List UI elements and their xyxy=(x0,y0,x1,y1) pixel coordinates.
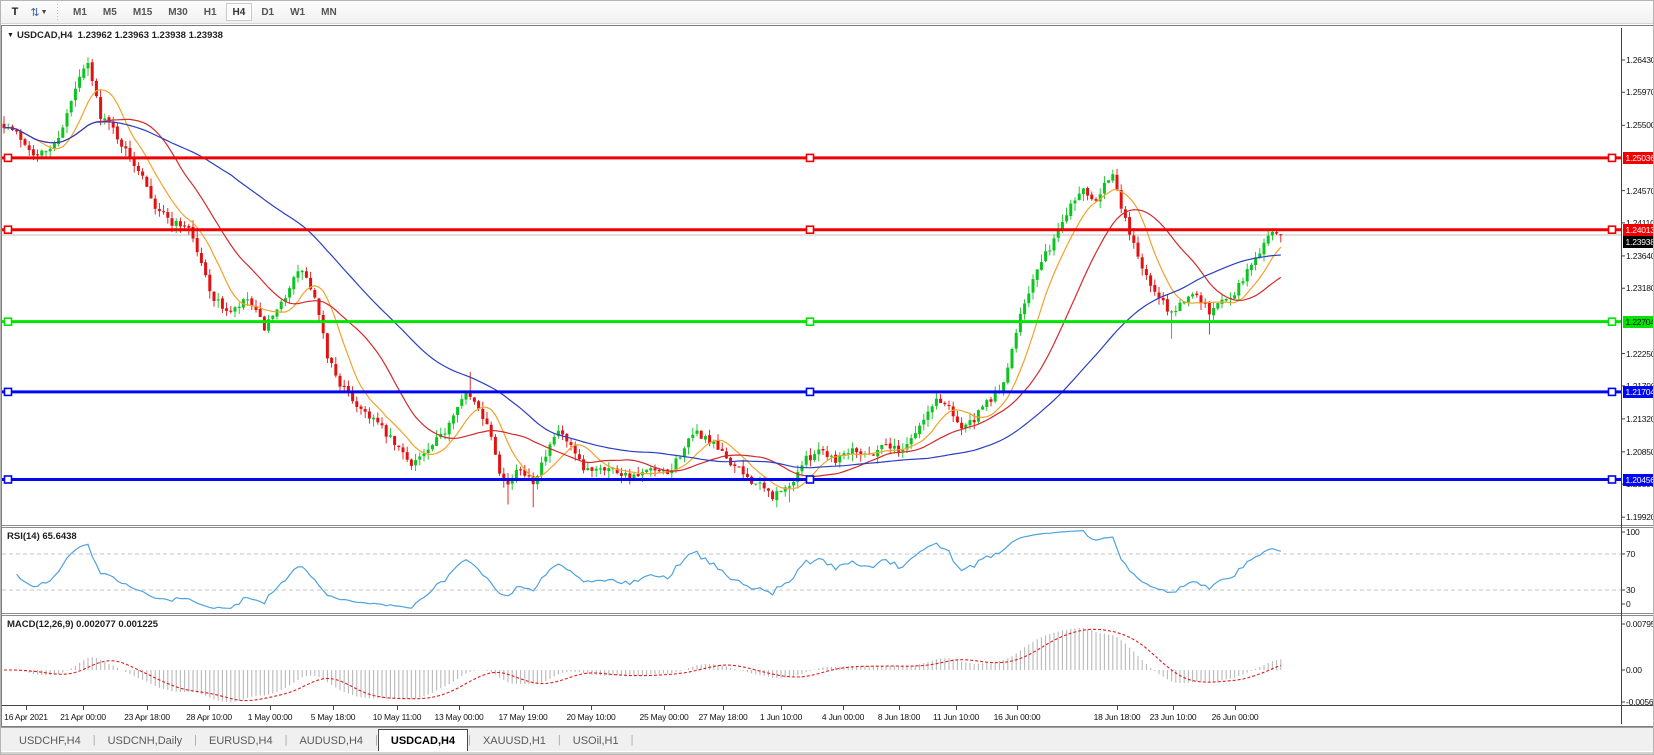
price-tick-label: 1.19920 xyxy=(1626,512,1654,523)
time-tick-label: 16 Apr 2021 xyxy=(4,712,48,722)
timeframe-button-m30[interactable]: M30 xyxy=(168,6,188,18)
time-tick-label: 8 Jun 18:00 xyxy=(877,712,921,722)
price-tick-label: 1.23180 xyxy=(1626,283,1654,294)
time-tick-label: 11 Jun 10:00 xyxy=(932,712,980,722)
time-tick-label: 28 Apr 10:00 xyxy=(186,712,232,722)
rsi-axis-label: 0 xyxy=(1626,599,1631,609)
symbol-dropdown-icon[interactable]: ▼ xyxy=(7,32,14,39)
timeframe-button-m5[interactable]: M5 xyxy=(102,6,117,18)
chart-tab-usdchf[interactable]: USDCHF,H4 xyxy=(19,735,81,747)
chart-quotes: 1.23962 1.23963 1.23938 1.23938 xyxy=(77,30,223,41)
chart-tab-bar: USDCHF,H4 | USDCNH,Daily | EURUSD,H4 | AUDUSD,… xyxy=(1,727,1653,752)
chart-tab-usoil[interactable]: USOil,H1 xyxy=(572,735,619,747)
rsi-indicator-label: RSI(14) 65.6438 xyxy=(7,531,77,542)
time-tick-label: 10 May 11:00 xyxy=(372,712,422,722)
macd-axis-label: 0.00 xyxy=(1626,665,1642,675)
timeframe-button-group: M1 M5 M15 M30 H1 H4 D1 W1 MN xyxy=(65,3,345,21)
macd-axis-label: 0.007959 xyxy=(1626,619,1653,629)
time-tick-label: 16 Jun 00:00 xyxy=(993,712,1041,722)
timeframe-button-m1[interactable]: M1 xyxy=(73,6,87,18)
macd-indicator-label: MACD(12,26,9) 0.002077 0.001225 xyxy=(7,619,159,630)
chart-tab-audusd[interactable]: AUDUSD,H4 xyxy=(299,735,364,747)
time-tick-label: 26 Jun 00:00 xyxy=(1211,712,1259,722)
level-price-badge: 1.25036 xyxy=(1622,151,1653,164)
time-tick-label: 23 Apr 18:00 xyxy=(124,712,170,722)
top-toolbar: T ⇅ ▼ M1 M5 M15 M30 H1 H4 D1 W1 MN xyxy=(1,1,1653,24)
timeframe-button-m15[interactable]: M15 xyxy=(132,6,153,18)
timeframe-button-w1[interactable]: W1 xyxy=(290,6,306,18)
time-tick-label: 4 Jun 00:00 xyxy=(821,712,865,722)
chart-tab-xauusd[interactable]: XAUUSD,H1 xyxy=(482,735,546,747)
price-tick-label: 1.20850 xyxy=(1626,446,1654,457)
chart-tab-usdcnh[interactable]: USDCNH,Daily xyxy=(107,735,183,747)
macd-axis-label: -0.005663 xyxy=(1626,697,1654,707)
timeframe-button-d1[interactable]: D1 xyxy=(261,6,275,18)
time-tick-label: 17 May 19:00 xyxy=(498,712,548,722)
time-tick-label: 21 Apr 00:00 xyxy=(60,712,106,722)
timeframe-button-h4[interactable]: H4 xyxy=(225,3,253,21)
price-tick-label: 1.22250 xyxy=(1626,348,1654,359)
time-tick-label: 25 May 00:00 xyxy=(639,712,689,722)
price-tick-label: 1.24570 xyxy=(1626,185,1654,196)
arrows-icon: ⇅ xyxy=(30,6,39,19)
rsi-axis-label: 70 xyxy=(1626,549,1636,559)
time-tick-label: 18 Jun 18:00 xyxy=(1093,712,1141,722)
chart-window[interactable]: ▼ USDCAD,H4 1.23962 1.23963 1.23938 1.239… xyxy=(1,25,1654,728)
timeframe-button-h1[interactable]: H1 xyxy=(203,6,217,18)
tab-separator: | xyxy=(557,733,561,746)
level-price-badge: 1.24013 xyxy=(1622,223,1653,236)
time-tick-label: 27 May 18:00 xyxy=(698,712,748,722)
timeframe-button-mn[interactable]: MN xyxy=(321,6,337,18)
tab-separator: | xyxy=(630,733,634,746)
price-tick-label: 1.24110 xyxy=(1626,218,1653,228)
arrows-tool-button[interactable]: ⇅ ▼ xyxy=(28,3,50,22)
price-tick-label: 1.25970 xyxy=(1626,87,1654,98)
tab-separator: | xyxy=(375,733,378,746)
price-tick-label: 1.23640 xyxy=(1626,250,1654,261)
chart-title: ▼ USDCAD,H4 1.23962 1.23963 1.23938 1.239… xyxy=(7,30,223,41)
price-tick-label: 1.21790 xyxy=(1626,381,1653,391)
text-tool-button[interactable]: T xyxy=(4,3,26,22)
tab-separator: | xyxy=(468,733,471,746)
rsi-axis-label: 100 xyxy=(1626,527,1640,537)
chart-tab-usdcad[interactable]: USDCAD,H4 xyxy=(377,729,469,752)
chart-symbol: USDCAD,H4 xyxy=(16,30,73,41)
tab-separator: | xyxy=(194,733,198,746)
time-tick-label: 5 May 18:00 xyxy=(310,712,356,722)
window-bottom-strip xyxy=(1,751,1653,754)
time-tick-label: 1 May 00:00 xyxy=(247,712,293,722)
level-price-badge: 1.22704 xyxy=(1622,315,1653,328)
time-tick-label: 23 Jun 10:00 xyxy=(1149,712,1197,722)
current-price-badge: 1.23938 xyxy=(1622,235,1653,248)
level-price-badge: 1.21704 xyxy=(1622,385,1653,398)
tab-separator: | xyxy=(92,733,96,746)
time-axis[interactable] xyxy=(2,706,1621,728)
time-tick-label: 13 May 00:00 xyxy=(434,712,484,722)
chart-canvas[interactable] xyxy=(2,26,1654,728)
price-tick-label: 1.26430 xyxy=(1626,55,1654,65)
tab-separator: | xyxy=(284,733,288,746)
text-tool-icon: T xyxy=(11,6,19,18)
chevron-down-icon: ▼ xyxy=(40,8,48,16)
time-tick-label: 20 May 10:00 xyxy=(566,712,616,722)
toolbar-grip xyxy=(55,4,60,20)
chart-tab-eurusd[interactable]: EURUSD,H4 xyxy=(209,735,273,747)
price-tick-label: 1.25500 xyxy=(1626,120,1654,131)
time-tick-label: 1 Jun 10:00 xyxy=(759,712,803,722)
rsi-axis-label: 30 xyxy=(1626,585,1636,595)
price-tick-label: 1.21320 xyxy=(1626,413,1654,424)
level-price-badge: 1.20456 xyxy=(1622,473,1653,486)
